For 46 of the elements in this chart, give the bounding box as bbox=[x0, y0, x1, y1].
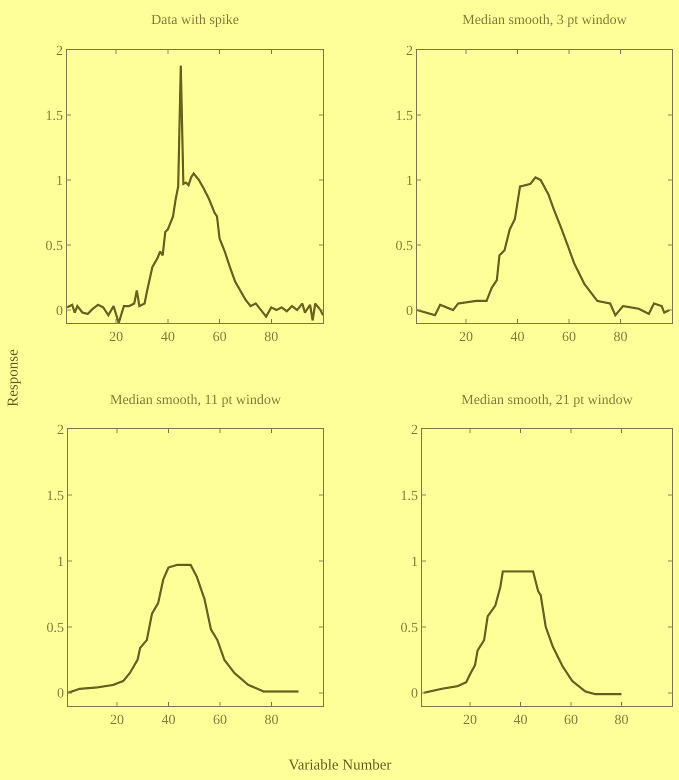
x-tick-label: 40 bbox=[160, 330, 175, 345]
y-tick-label: 1 bbox=[57, 554, 64, 570]
line-series bbox=[68, 564, 300, 694]
x-axis-title: Variable Number bbox=[288, 758, 392, 774]
x-tick-label: 80 bbox=[264, 713, 278, 728]
x-tick-label: 20 bbox=[458, 330, 473, 345]
chart-title: Median smooth, 3 pt window bbox=[462, 12, 628, 28]
x-tick-label: 20 bbox=[110, 713, 124, 728]
y-tick-label: 2 bbox=[411, 422, 418, 438]
x-tick-label: 40 bbox=[510, 330, 524, 345]
y-tick-label: 0 bbox=[411, 686, 418, 702]
x-tick-label: 60 bbox=[212, 713, 227, 728]
y-tick-label: 0 bbox=[56, 304, 63, 319]
x-tick-label: 60 bbox=[212, 330, 227, 345]
y-tick-label: 2 bbox=[56, 44, 63, 59]
y-tick-label: 0.5 bbox=[400, 620, 418, 636]
x-tick-label: 80 bbox=[614, 713, 628, 728]
y-tick-label: 1.5 bbox=[400, 488, 418, 504]
y-tick-label: 1 bbox=[406, 174, 413, 189]
y-tick-label: 1.5 bbox=[46, 108, 63, 124]
y-tick-label: 1.5 bbox=[46, 488, 64, 504]
x-tick-label: 80 bbox=[613, 330, 628, 345]
chart-title: Median smooth, 11 pt window bbox=[110, 392, 282, 408]
y-tick-label: 0.5 bbox=[396, 238, 413, 254]
x-tick-label: 40 bbox=[161, 713, 176, 728]
y-tick-label: 1 bbox=[56, 174, 63, 189]
y-tick-label: 1.5 bbox=[396, 108, 413, 124]
x-tick-label: 40 bbox=[513, 713, 528, 728]
chart-title: Data with spike bbox=[151, 12, 239, 28]
x-tick-label: 20 bbox=[462, 713, 477, 728]
y-tick-label: 1 bbox=[411, 554, 418, 570]
y-tick-label: 0 bbox=[57, 686, 64, 702]
x-tick-label: 60 bbox=[562, 330, 576, 345]
chart-title: Median smooth, 21 pt window bbox=[461, 392, 634, 408]
line-series bbox=[422, 570, 623, 696]
x-tick-label: 60 bbox=[564, 713, 578, 728]
y-tick-label: 0.5 bbox=[46, 238, 63, 254]
y-tick-label: 2 bbox=[57, 422, 64, 438]
y-tick-label: 0.5 bbox=[46, 620, 64, 636]
line-series bbox=[417, 176, 671, 316]
x-tick-label: 80 bbox=[264, 330, 278, 345]
x-tick-label: 20 bbox=[109, 330, 124, 345]
y-tick-label: 2 bbox=[406, 44, 413, 59]
y-tick-label: 0 bbox=[406, 304, 413, 319]
y-axis-title: Response bbox=[6, 349, 22, 407]
line-series bbox=[67, 64, 323, 323]
